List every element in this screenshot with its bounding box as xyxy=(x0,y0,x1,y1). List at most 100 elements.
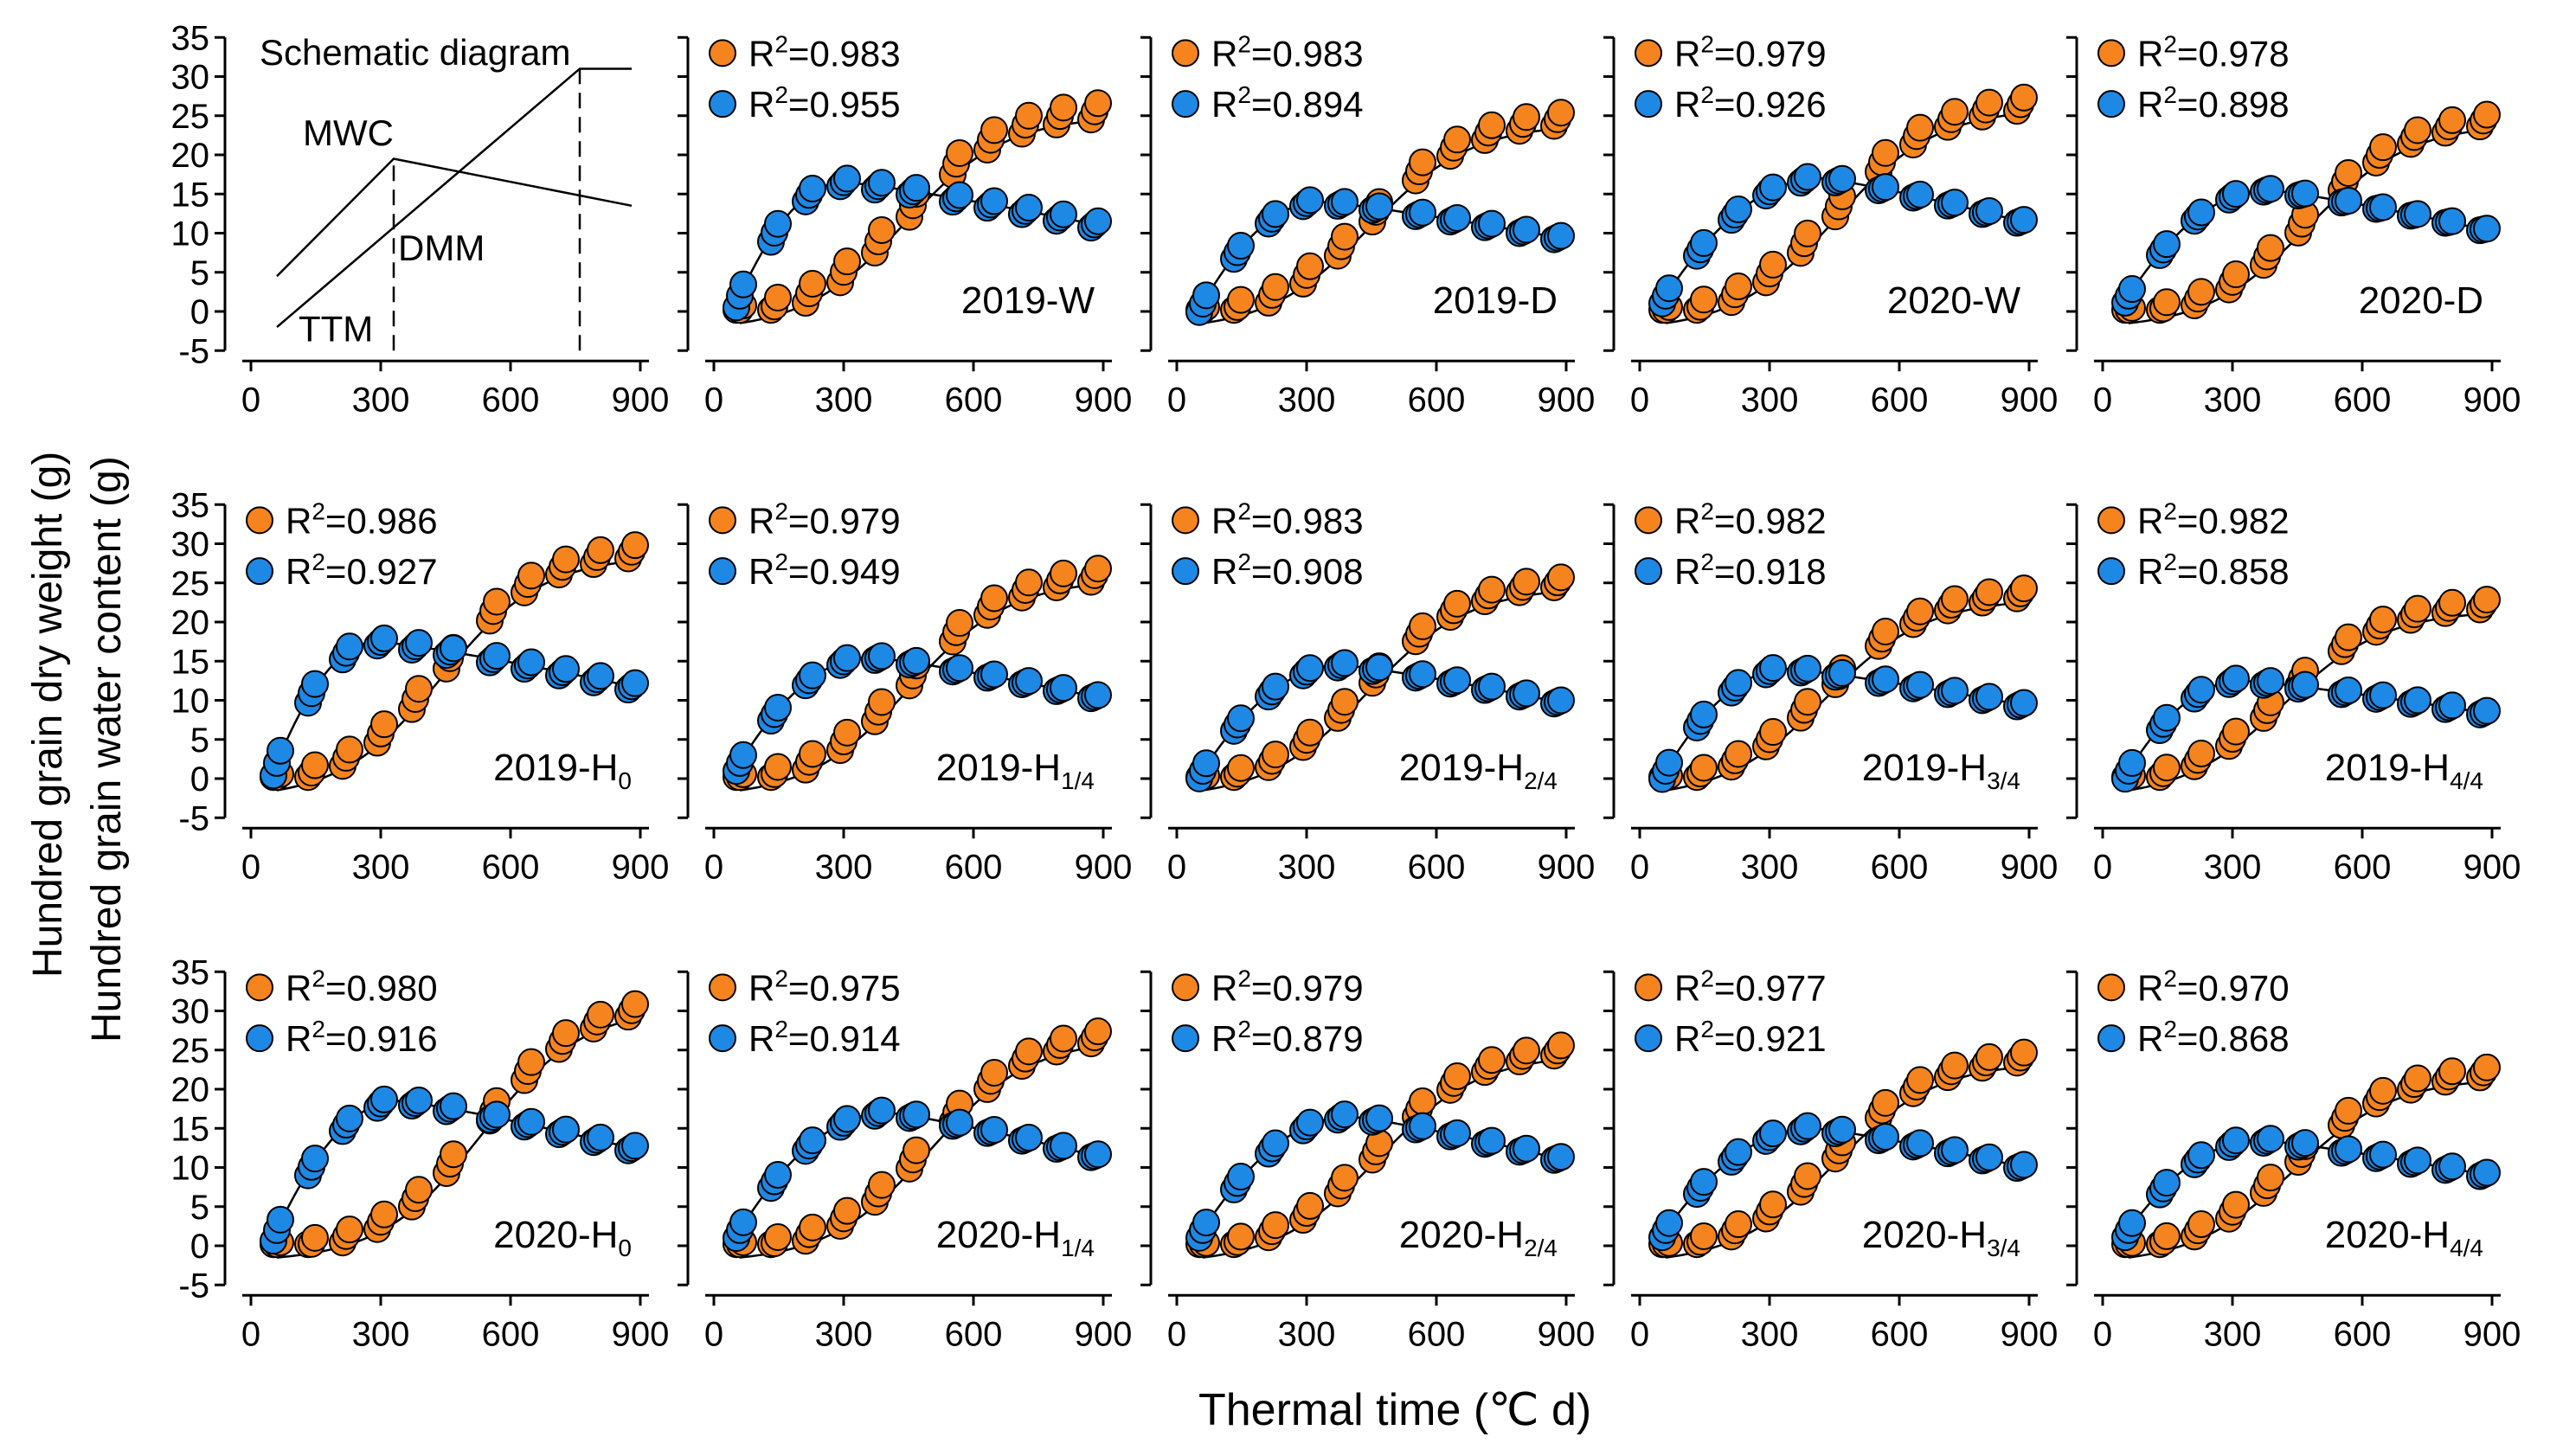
r2-dry-weight: R2=0.982 xyxy=(2137,497,2290,541)
panel-9: 0 300 600 900 R2=0.982 R2=0.918 2019-H3/4 xyxy=(1603,497,2058,886)
water-content-point xyxy=(1296,186,1324,215)
water-content-point xyxy=(1547,1143,1575,1171)
x-tick-label: 300 xyxy=(352,848,410,886)
dry-weight-point xyxy=(1906,1066,1934,1094)
water-content-point xyxy=(2222,1126,2250,1155)
x-tick-label: 0 xyxy=(1167,1315,1186,1353)
dry-weight-point xyxy=(1478,575,1506,604)
x-tick-label: 900 xyxy=(612,1315,670,1353)
water-content-point xyxy=(336,632,363,661)
y-tick-label: 15 xyxy=(171,176,210,214)
legend-water-content-marker xyxy=(2097,557,2125,586)
water-content-point xyxy=(1015,667,1043,696)
water-content-point xyxy=(2257,667,2284,696)
dry-weight-point xyxy=(1941,1051,1969,1080)
legend-water-content-marker xyxy=(246,1024,273,1053)
water-content-point xyxy=(336,1104,363,1132)
y-tick-label: 25 xyxy=(171,98,210,136)
panel-label: 2020-H0 xyxy=(493,1214,632,1261)
dry-weight-point xyxy=(1015,1037,1043,1066)
dry-weight-point xyxy=(2010,83,2038,112)
x-tick-label: 0 xyxy=(704,1315,723,1353)
water-content-point xyxy=(2335,677,2362,705)
r2-water-content: R2=0.927 xyxy=(286,548,438,592)
water-content-point xyxy=(1906,1129,1934,1158)
x-tick-label: 300 xyxy=(1741,1315,1799,1353)
x-tick-label: 0 xyxy=(2093,1315,2112,1353)
dry-weight-point xyxy=(301,1223,329,1252)
dry-weight-point xyxy=(764,283,792,311)
water-content-point xyxy=(833,164,861,193)
r2-dry-weight: R2=0.986 xyxy=(286,497,438,541)
legend-dry-weight-marker xyxy=(1172,973,1199,1002)
dry-weight-point xyxy=(1975,578,2003,606)
r2-water-content: R2=0.921 xyxy=(1674,1016,1827,1059)
dry-weight-point xyxy=(1513,1036,1540,1065)
dry-weight-point xyxy=(2153,288,2181,317)
x-tick-label: 600 xyxy=(1408,848,1466,886)
dry-weight-point xyxy=(1015,568,1043,597)
water-content-point xyxy=(483,642,511,670)
water-content-point xyxy=(764,1161,792,1190)
y-axis-label-water-content: Hundred grain water content (g) xyxy=(84,456,130,1042)
x-tick-label: 600 xyxy=(1871,381,1929,419)
x-tick-label: 600 xyxy=(945,848,1003,886)
water-content-point xyxy=(1227,232,1255,260)
water-content-point xyxy=(1331,1100,1359,1129)
water-content-point xyxy=(946,181,973,209)
panel-label: 2019-H3/4 xyxy=(1862,747,2020,794)
x-tick-label: 300 xyxy=(1278,381,1336,419)
water-content-point xyxy=(1331,649,1359,677)
r2-water-content: R2=0.918 xyxy=(1674,548,1827,592)
x-tick-label: 0 xyxy=(2093,848,2112,886)
water-content-point xyxy=(2257,175,2284,203)
r2-dry-weight: R2=0.983 xyxy=(1211,30,1364,74)
legend-water-content-marker xyxy=(1172,1024,1199,1053)
x-tick-label: 0 xyxy=(241,848,260,886)
x-tick-label: 0 xyxy=(241,1315,260,1353)
water-content-point xyxy=(1365,192,1393,221)
r2-dry-weight: R2=0.970 xyxy=(2137,965,2290,1008)
water-content-point xyxy=(2118,748,2146,777)
dry-weight-point xyxy=(1296,718,1324,747)
dry-weight-point xyxy=(799,740,826,768)
dry-weight-point xyxy=(1050,93,1077,122)
x-tick-label: 900 xyxy=(2001,848,2059,886)
water-content-point xyxy=(799,1126,826,1155)
panel-5: 0 300 600 900 R2=0.978 R2=0.898 2020-D xyxy=(2066,30,2521,419)
x-tick-label: 900 xyxy=(2001,381,2059,419)
y-tick-label: 5 xyxy=(190,254,209,292)
x-tick-label: 900 xyxy=(1075,848,1133,886)
water-content-point xyxy=(1365,1104,1393,1132)
x-tick-label: 0 xyxy=(1167,381,1186,419)
legend-dry-weight-marker xyxy=(1635,506,1662,535)
dry-weight-point xyxy=(1759,250,1787,279)
legend-water-content-marker xyxy=(1635,90,1662,119)
r2-water-content: R2=0.868 xyxy=(2137,1016,2290,1059)
dry-weight-point xyxy=(980,1058,1008,1087)
x-tick-label: 900 xyxy=(1538,848,1596,886)
x-tick-label: 600 xyxy=(945,381,1003,419)
water-content-point xyxy=(2369,681,2397,709)
y-tick-label: 0 xyxy=(190,293,209,331)
water-content-point xyxy=(868,642,896,670)
panel-label: 2019-H0 xyxy=(493,747,632,794)
water-content-point xyxy=(868,169,896,197)
water-content-point xyxy=(1725,1138,1752,1166)
water-content-point xyxy=(1192,749,1220,778)
y-tick-label: 5 xyxy=(190,722,209,760)
r2-water-content: R2=0.894 xyxy=(1211,81,1364,125)
dry-weight-point xyxy=(2187,278,2215,306)
water-content-point xyxy=(2404,686,2431,715)
x-tick-label: 300 xyxy=(352,381,410,419)
water-content-point xyxy=(903,1100,930,1129)
water-content-point xyxy=(1015,1123,1043,1151)
x-tick-label: 0 xyxy=(1630,381,1649,419)
dry-weight-point xyxy=(1227,285,1255,314)
x-tick-label: 300 xyxy=(1741,848,1799,886)
water-content-point xyxy=(2335,1135,2362,1164)
water-content-point xyxy=(2473,1158,2501,1187)
water-content-point xyxy=(1262,1129,1289,1158)
panel-10: 0 300 600 900 R2=0.982 R2=0.858 2019-H4/4 xyxy=(2066,497,2521,886)
